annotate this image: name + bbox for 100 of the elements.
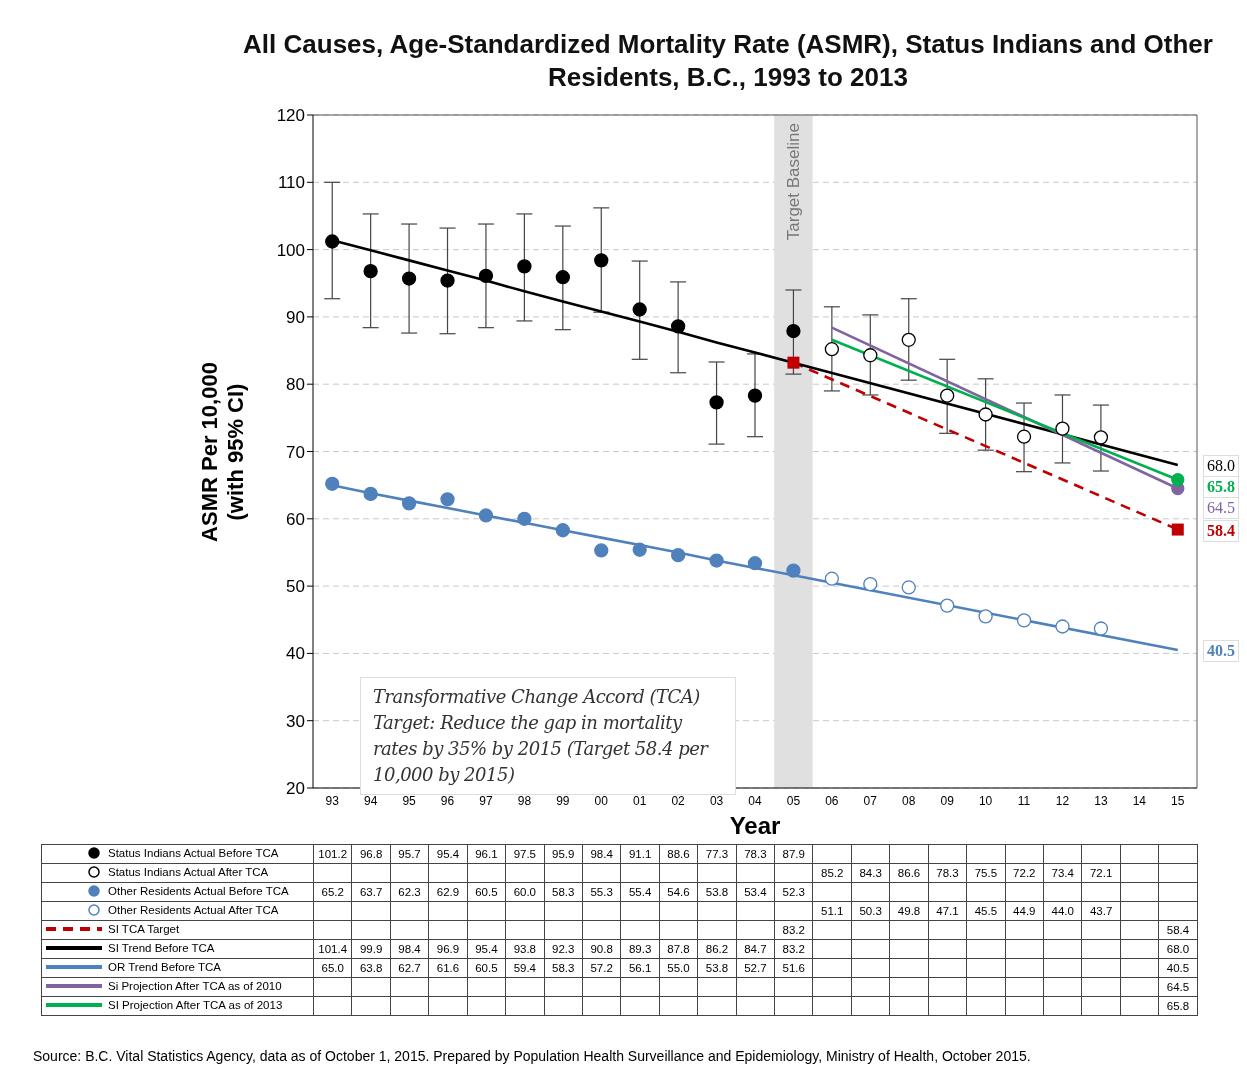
data-label: 87.9 [774,844,813,864]
x-axis-title: Year [728,812,782,840]
point [594,543,609,558]
point [901,332,916,347]
data-label: 77.3 [697,844,737,864]
data-label: 101.4 [313,939,352,959]
x-tick-label: 05 [786,793,801,808]
data-label: 52.3 [774,882,813,902]
data-label: 85.2 [812,863,852,883]
point [824,342,840,357]
data-label: 65.8 [1203,475,1239,498]
x-tick-label: 11 [1017,793,1031,808]
data-label: 62.9 [428,882,468,902]
data-label: 98.4 [582,844,621,864]
x-tick-label: 07 [863,793,878,808]
legend-label: SI TCA Target [108,923,180,935]
data-label: 58.4 [1158,920,1198,940]
data-label: 97.5 [505,844,545,864]
y-tick-label: 20 [286,779,305,799]
data-label: 96.8 [351,844,391,864]
data-label: 44.0 [1043,901,1082,921]
point [670,547,686,563]
data-label: 65.0 [313,958,352,978]
data-label: 78.3 [736,844,775,864]
y-tick-label: 110 [277,173,305,193]
data-label: 44.9 [1005,901,1044,921]
x-tick-label: 04 [748,793,762,808]
data-label: 56.1 [620,958,660,978]
data-label: 63.7 [351,882,391,902]
y-tick-label: 30 [286,711,305,731]
y-tick-label: 90 [286,307,305,327]
source-note: Source: B.C. Vital Statistics Agency, data as of October 1, 2015. Prepared by Population Health Surveillance and Epidemiology, Ministry of Health, October 2015. [33,1048,1031,1064]
point [555,270,570,285]
x-tick-label: 95 [402,793,417,808]
point [440,492,455,507]
text: 65.8 [1166,1000,1190,1012]
text: 40.5 [1207,642,1235,660]
legend-label: SI Projection After TCA as of 2013 [108,999,283,1011]
point [555,523,570,538]
x-tick-label: 94 [363,793,378,808]
legend-label: Status Indians Actual Before TCA [108,847,279,859]
data-label: 98.4 [390,939,429,959]
point [940,388,955,403]
y-tick-label: 60 [286,509,305,529]
data-label: 95.4 [467,939,506,959]
x-tick-label: 14 [1132,793,1147,808]
x-tick-label: 10 [978,793,993,808]
data-label: 60.5 [467,958,506,978]
point [594,253,609,268]
x-tick-label: 03 [709,793,724,808]
x-tick-label: 99 [556,793,570,808]
x-tick-label: 01 [633,793,647,808]
x-tick-label: 13 [1094,793,1108,808]
point [786,563,801,578]
data-label: 84.3 [851,863,890,883]
x-tick-label: 02 [671,793,686,808]
y-tick-label: 100 [276,240,305,260]
data-label: 99.9 [351,939,391,959]
x-tick-label: 15 [1171,793,1185,808]
x-tick-label: 96 [440,793,455,808]
point [1093,430,1109,445]
data-label: 53.4 [736,882,775,902]
legend-label: Si Projection After TCA as of 2010 [108,980,282,992]
data-label: 40.5 [1158,958,1198,978]
data-label: 63.8 [351,958,391,978]
data-label: 58.3 [544,958,583,978]
data-label: 61.6 [428,958,468,978]
point [517,259,532,274]
data-label: 88.6 [659,844,698,864]
y-axis-title: ASMR Per 10,000 (with 95% CI) [197,361,249,542]
y-tick-label: 120 [276,106,305,126]
point [863,576,878,592]
point [670,319,686,334]
point [1093,621,1109,636]
data-label: 68.0 [1158,939,1198,959]
text: 68.0 [1207,456,1235,474]
data-label: 60.0 [505,882,545,902]
data-label: 92.3 [544,939,583,959]
legend-label: OR Trend Before TCA [108,961,221,973]
data-label: 55.4 [620,882,660,902]
legend-label: Other Residents Actual After TCA [108,904,279,916]
data-label: 78.3 [928,863,967,883]
x-tick-label: 98 [517,793,532,808]
data-label: 87.8 [659,939,698,959]
legend-label: SI Trend Before TCA [108,942,215,954]
point [786,323,801,339]
data-label: 53.8 [697,882,737,902]
x-tick-label: 12 [1055,793,1070,808]
data-label: 50.3 [851,901,890,921]
data-label: 96.1 [467,844,506,864]
point [787,356,800,369]
data-label: 72.2 [1005,863,1044,883]
point [478,508,494,523]
point [1171,473,1185,487]
point [978,407,993,422]
data-label: 91.1 [620,844,660,864]
point [517,511,532,526]
data-label: 95.7 [390,844,429,864]
point [440,273,455,288]
y-tick-label: 70 [286,442,305,462]
